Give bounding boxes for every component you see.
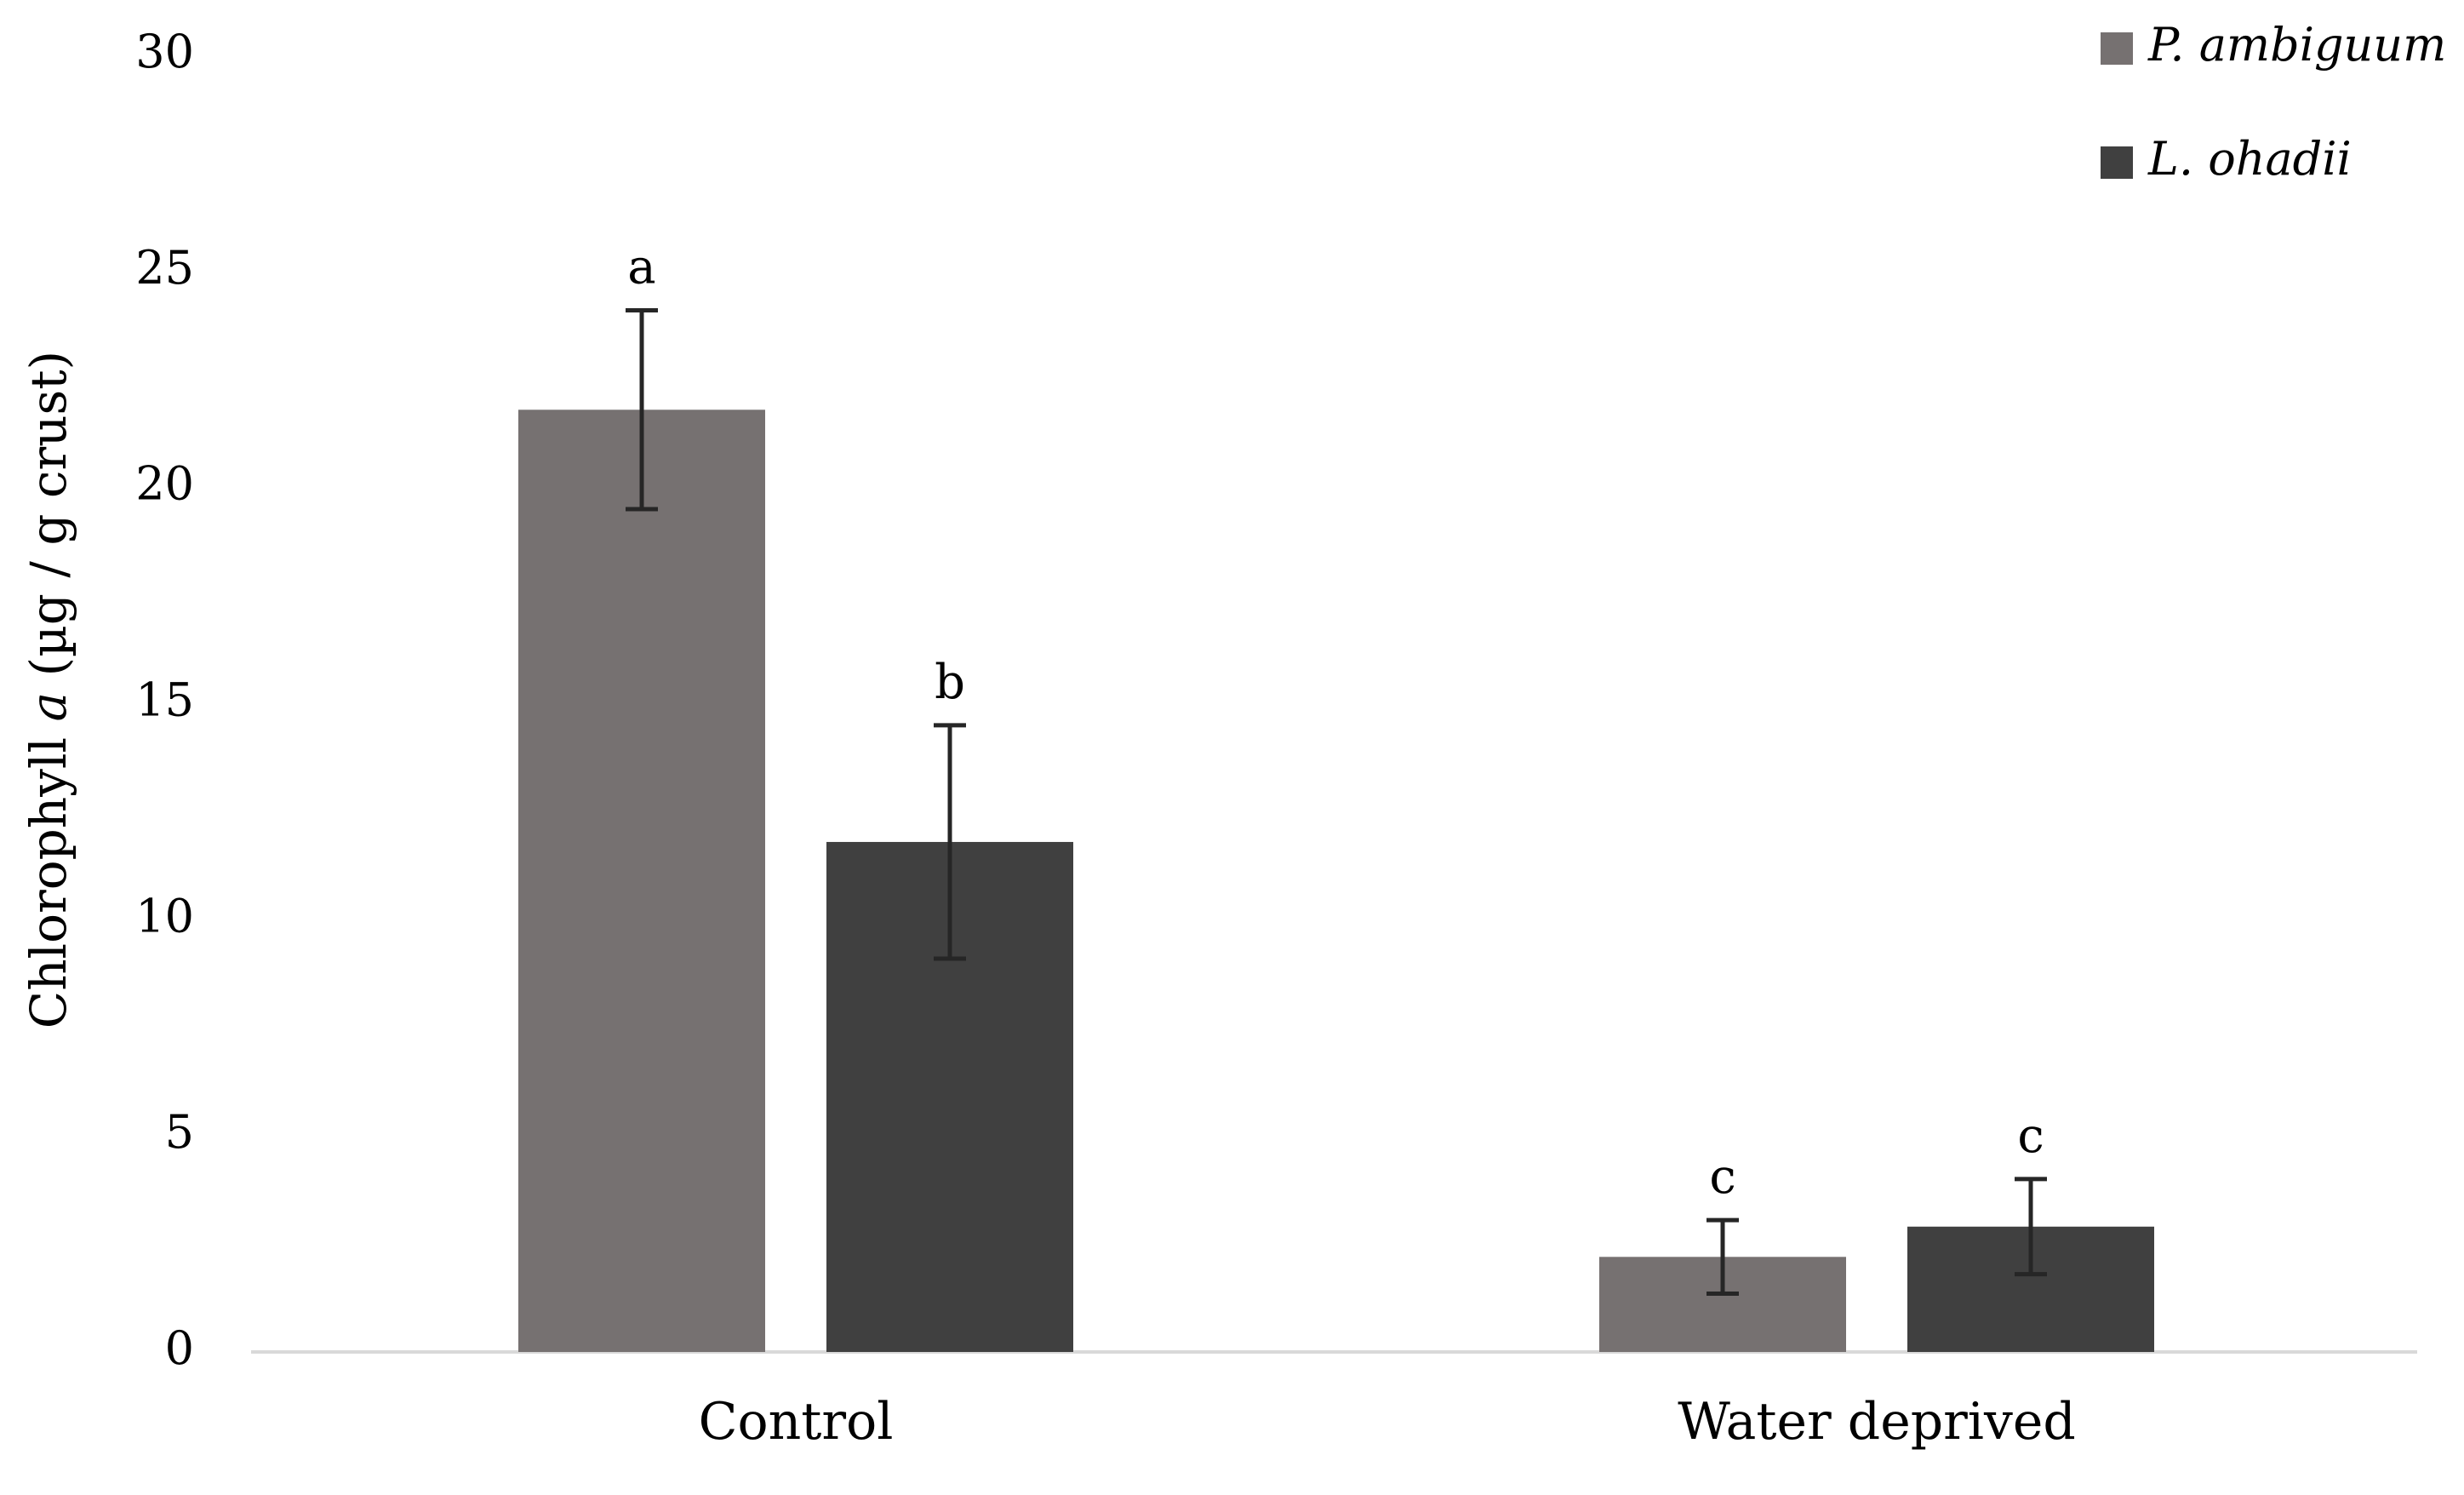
significance-label: b	[935, 655, 965, 710]
y-tick-label: 10	[135, 889, 194, 942]
legend-label: L. ohadii	[2147, 132, 2352, 186]
y-axis-title-prefix: Chlorophyll	[20, 722, 77, 1029]
y-tick-label: 20	[135, 457, 194, 511]
legend-swatch	[2101, 146, 2133, 179]
significance-label: a	[627, 240, 655, 295]
significance-label: c	[2017, 1108, 2044, 1164]
y-tick-label: 25	[135, 241, 194, 295]
y-axis-title-italic: a	[20, 692, 77, 722]
y-tick-label: 0	[165, 1321, 194, 1375]
bar	[518, 410, 765, 1353]
bars-group	[518, 410, 2154, 1353]
legend-swatch	[2101, 32, 2133, 65]
y-axis-title: Chlorophyll a (µg / g crust)	[20, 351, 77, 1028]
y-tick-label: 15	[135, 673, 194, 727]
y-axis-title-suffix: (µg / g crust)	[20, 351, 77, 692]
error-bars-group	[626, 308, 2047, 1296]
x-category-label: Water deprived	[1678, 1392, 2076, 1452]
legend-label: P. ambiguum	[2147, 18, 2446, 72]
labels-group: a c b c	[627, 240, 2044, 1206]
y-tick-label: 30	[135, 25, 194, 78]
axis-group: 0 5 10 15 20 25 30 Control Water deprived	[135, 25, 2417, 1452]
y-tick-label: 5	[165, 1105, 194, 1159]
legend: P. ambiguum L. ohadii	[2101, 18, 2446, 186]
significance-label: c	[1709, 1149, 1735, 1205]
x-category-label: Control	[699, 1392, 894, 1452]
